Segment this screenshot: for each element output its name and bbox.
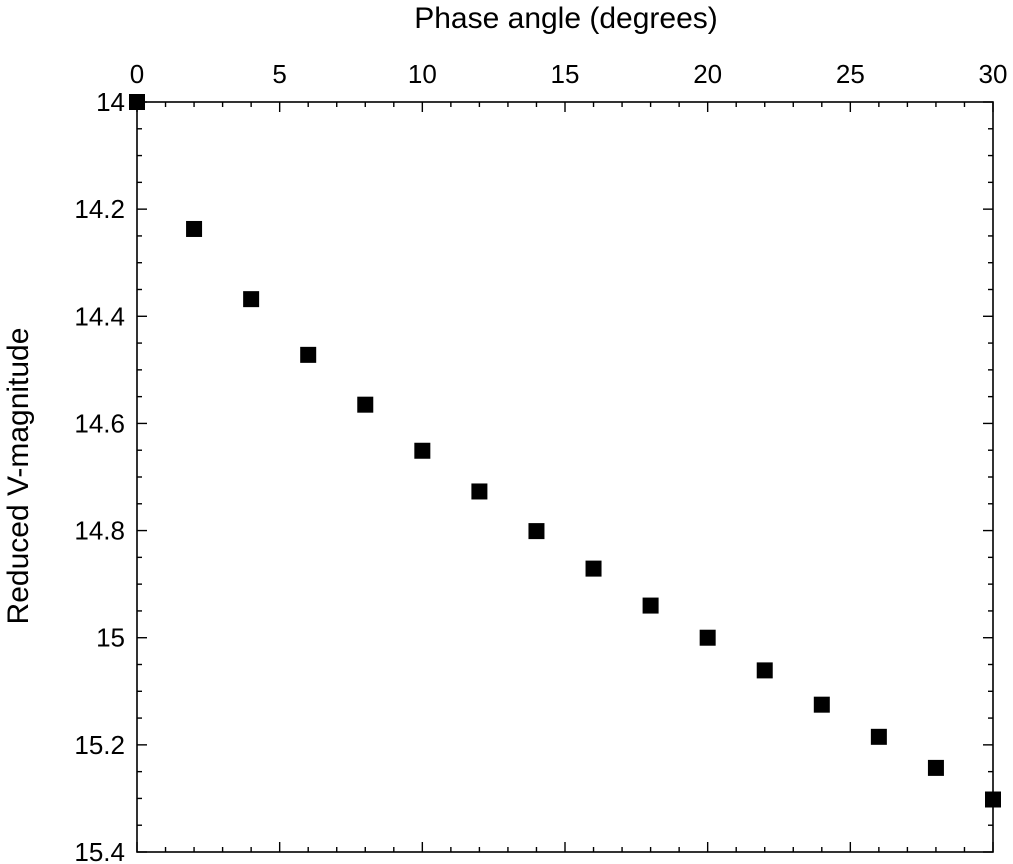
x-tick-label: 0 (130, 59, 144, 89)
x-tick-label: 25 (836, 59, 865, 89)
data-point (471, 483, 488, 500)
y-tick-label: 14.6 (74, 408, 125, 438)
data-point (300, 346, 317, 363)
data-point (414, 442, 431, 459)
y-tick-label: 14.2 (74, 194, 125, 224)
y-tick-label: 14 (96, 87, 125, 117)
y-tick-label: 15.2 (74, 730, 125, 760)
y-tick-label: 15.4 (74, 837, 125, 864)
data-point (528, 523, 545, 540)
x-tick-label: 5 (272, 59, 286, 89)
data-point (985, 791, 1001, 808)
data-point (585, 560, 602, 577)
x-axis-title: Phase angle (degrees) (414, 2, 718, 35)
x-tick-label: 20 (693, 59, 722, 89)
y-tick-label: 14.4 (74, 301, 125, 331)
data-point (756, 662, 773, 679)
data-points (129, 94, 1001, 808)
plot-frame (136, 101, 994, 853)
tick-marks (136, 101, 994, 853)
data-point (129, 94, 145, 110)
y-tick-label: 14.8 (74, 516, 125, 546)
y-tick-label: 15 (96, 623, 125, 653)
data-point (243, 291, 260, 308)
y-axis-title: Reduced V-magnitude (2, 328, 35, 625)
data-point (186, 220, 203, 237)
data-point (870, 728, 887, 745)
y-tick-labels: 14 14.2 14.4 14.6 14.8 15 15.2 15.4 (74, 87, 125, 864)
x-tick-label: 15 (551, 59, 580, 89)
x-tick-label: 30 (979, 59, 1008, 89)
data-point (699, 629, 716, 646)
data-point (357, 396, 374, 413)
x-tick-label: 10 (408, 59, 437, 89)
data-point (927, 759, 944, 776)
data-point (813, 696, 830, 713)
x-tick-labels: 0 5 10 15 20 25 30 (130, 59, 1008, 89)
data-point (642, 597, 659, 614)
